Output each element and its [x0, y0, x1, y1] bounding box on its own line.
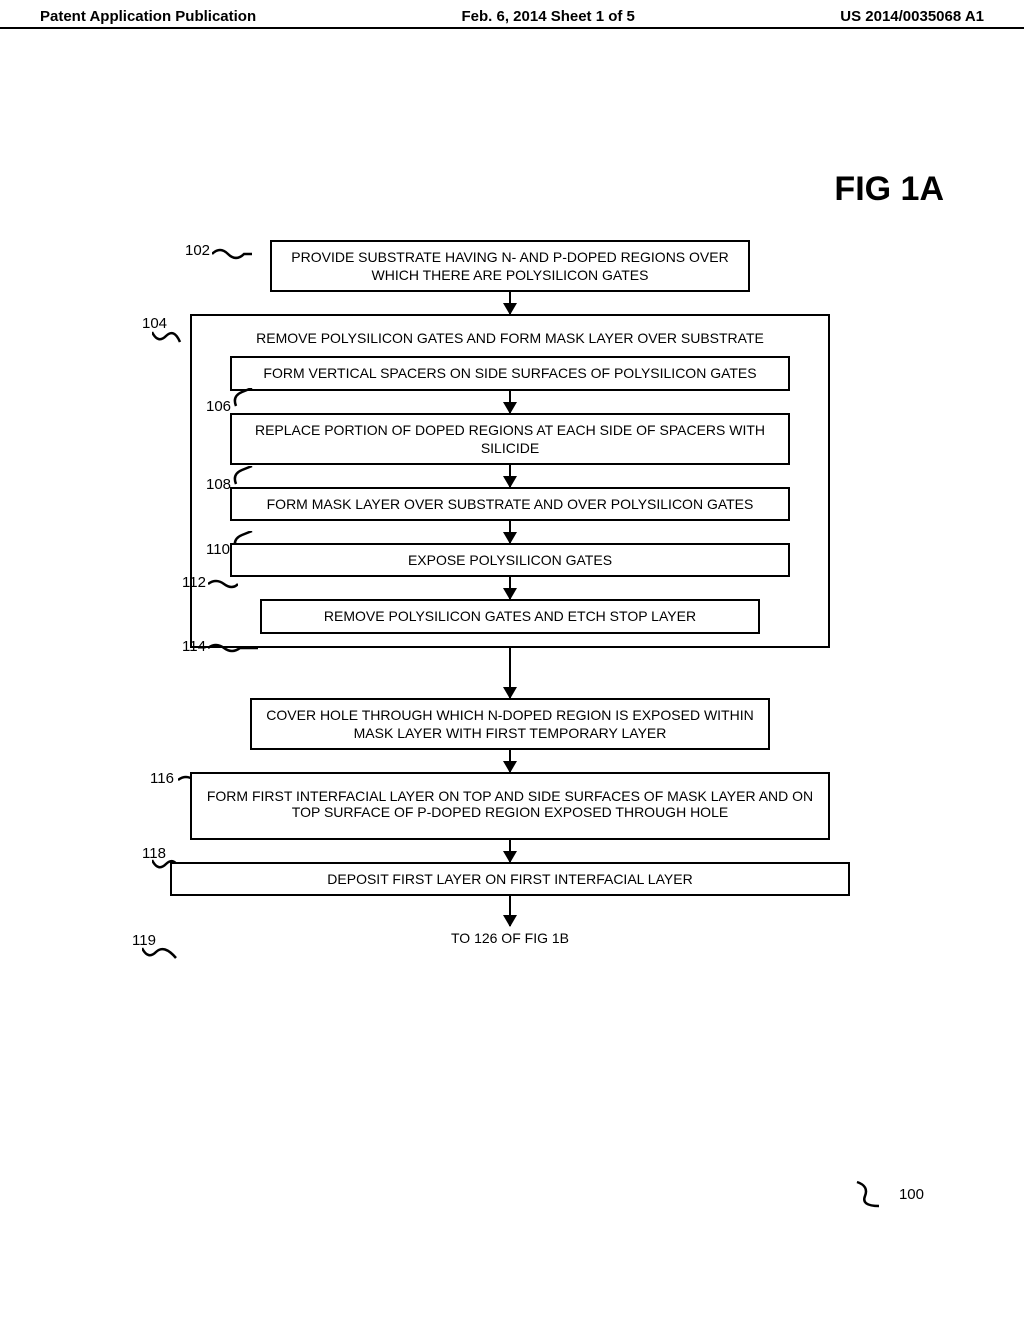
arrow	[509, 840, 512, 862]
ref-100-container: 100	[855, 1180, 924, 1210]
leader-106	[232, 388, 254, 408]
leader-102	[212, 246, 252, 264]
step-102: PROVIDE SUBSTRATE HAVING N- AND P-DOPED …	[270, 240, 750, 292]
continue-label: TO 126 OF FIG 1B	[160, 930, 860, 946]
leader-119	[142, 946, 178, 966]
leader-112	[208, 578, 238, 592]
step-108: REPLACE PORTION OF DOPED REGIONS AT EACH…	[230, 413, 790, 465]
ref-110: 110	[206, 541, 230, 558]
flowchart: PROVIDE SUBSTRATE HAVING N- AND P-DOPED …	[160, 240, 860, 946]
arrow	[509, 292, 512, 314]
leader-100	[855, 1180, 895, 1210]
arrow	[509, 896, 512, 926]
arrow	[509, 648, 512, 698]
step-119: DEPOSIT FIRST LAYER ON FIRST INTERFACIAL…	[170, 862, 850, 896]
group-104-title: REMOVE POLYSILICON GATES AND FORM MASK L…	[206, 330, 814, 356]
step-112: EXPOSE POLYSILICON GATES	[230, 543, 790, 577]
leader-104	[152, 330, 182, 350]
arrow	[509, 521, 512, 543]
step-114: REMOVE POLYSILICON GATES AND ETCH STOP L…	[260, 599, 760, 633]
header-left: Patent Application Publication	[40, 8, 256, 25]
group-118: FORM FIRST INTERFACIAL LAYER ON TOP AND …	[190, 772, 830, 840]
arrow	[509, 391, 512, 413]
header-center: Feb. 6, 2014 Sheet 1 of 5	[461, 8, 634, 25]
leader-114	[208, 642, 258, 656]
leader-108	[232, 466, 254, 486]
ref-112: 112	[182, 574, 206, 591]
group-118-title: FORM FIRST INTERFACIAL LAYER ON TOP AND …	[206, 788, 814, 826]
header-right: US 2014/0035068 A1	[840, 8, 984, 25]
ref-116: 116	[150, 770, 174, 787]
arrow	[509, 465, 512, 487]
ref-114: 114	[182, 638, 206, 655]
arrow	[509, 577, 512, 599]
step-116: COVER HOLE THROUGH WHICH N-DOPED REGION …	[250, 698, 770, 750]
figure-title: FIG 1A	[834, 170, 944, 209]
step-106: FORM VERTICAL SPACERS ON SIDE SURFACES O…	[230, 356, 790, 390]
ref-106: 106	[206, 398, 231, 415]
ref-102: 102	[185, 242, 210, 259]
ref-108: 108	[206, 476, 231, 493]
page-header: Patent Application Publication Feb. 6, 2…	[0, 0, 1024, 29]
arrow	[509, 750, 512, 772]
ref-100: 100	[899, 1186, 924, 1203]
step-110: FORM MASK LAYER OVER SUBSTRATE AND OVER …	[230, 487, 790, 521]
group-104: REMOVE POLYSILICON GATES AND FORM MASK L…	[190, 314, 830, 647]
